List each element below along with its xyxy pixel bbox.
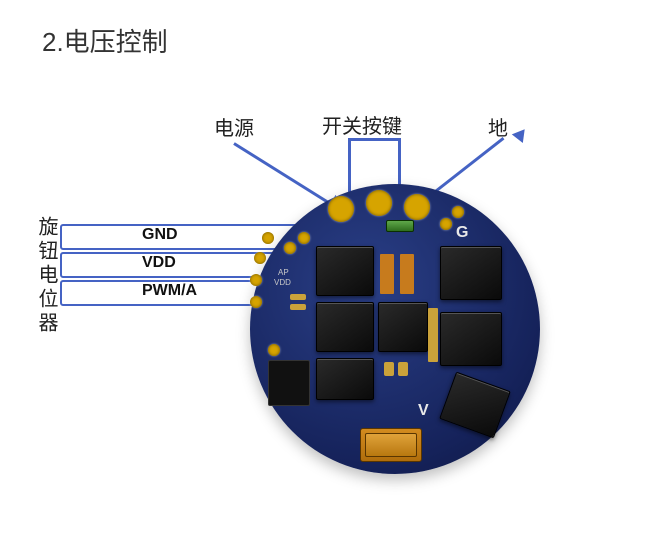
smd-diode (386, 220, 414, 232)
smd (290, 304, 306, 310)
pad-sm (452, 206, 464, 218)
smd (290, 294, 306, 300)
arrow-switch-left (348, 138, 351, 196)
pad-sm (254, 252, 266, 264)
pad-switch (366, 190, 392, 216)
input-label: PWM/A (142, 282, 197, 300)
connector (268, 360, 310, 406)
input-label: VDD (142, 254, 176, 272)
ic-chip (378, 302, 428, 352)
pad-sm (262, 232, 274, 244)
ic-chip (316, 302, 374, 352)
copper-pad (428, 308, 438, 362)
callout-power: 电源 (214, 112, 254, 141)
arrow-gnd-head (512, 125, 530, 143)
ic-chip (440, 312, 502, 366)
silk-g: G (456, 224, 468, 242)
ic-chip (440, 246, 502, 300)
arrow-switch-top (348, 138, 400, 141)
copper-pad (400, 254, 414, 294)
tantalum-cap (360, 428, 422, 462)
silk-vdd: VDD (274, 278, 291, 287)
silk-ap: AP (278, 268, 289, 277)
pad-sm (250, 296, 262, 308)
pad-ground (404, 194, 430, 220)
pad-power (328, 196, 354, 222)
silk-v: V (418, 402, 429, 420)
copper-pad (380, 254, 394, 294)
arrow-power-line (233, 142, 336, 208)
pcb-board: G V VDD AP (250, 184, 540, 474)
callout-ground: 地 (488, 112, 508, 141)
pad-sm (440, 218, 452, 230)
smd (384, 362, 394, 376)
section-title: 2.电压控制 (42, 22, 168, 59)
smd (398, 362, 408, 376)
pad-sm (268, 344, 280, 356)
ic-chip (439, 372, 511, 439)
rotary-pot-label: 旋钮电位器 (32, 216, 61, 336)
ic-chip (316, 358, 374, 400)
callout-switch: 开关按键 (322, 110, 402, 139)
ic-chip (316, 246, 374, 296)
diagram-stage: 2.电压控制 电源 开关按键 地 旋钮电位器 GND VDD PWM/A (0, 0, 660, 553)
pad-sm (250, 274, 262, 286)
pad-sm (298, 232, 310, 244)
pad-sm (284, 242, 296, 254)
input-label: GND (142, 226, 178, 244)
